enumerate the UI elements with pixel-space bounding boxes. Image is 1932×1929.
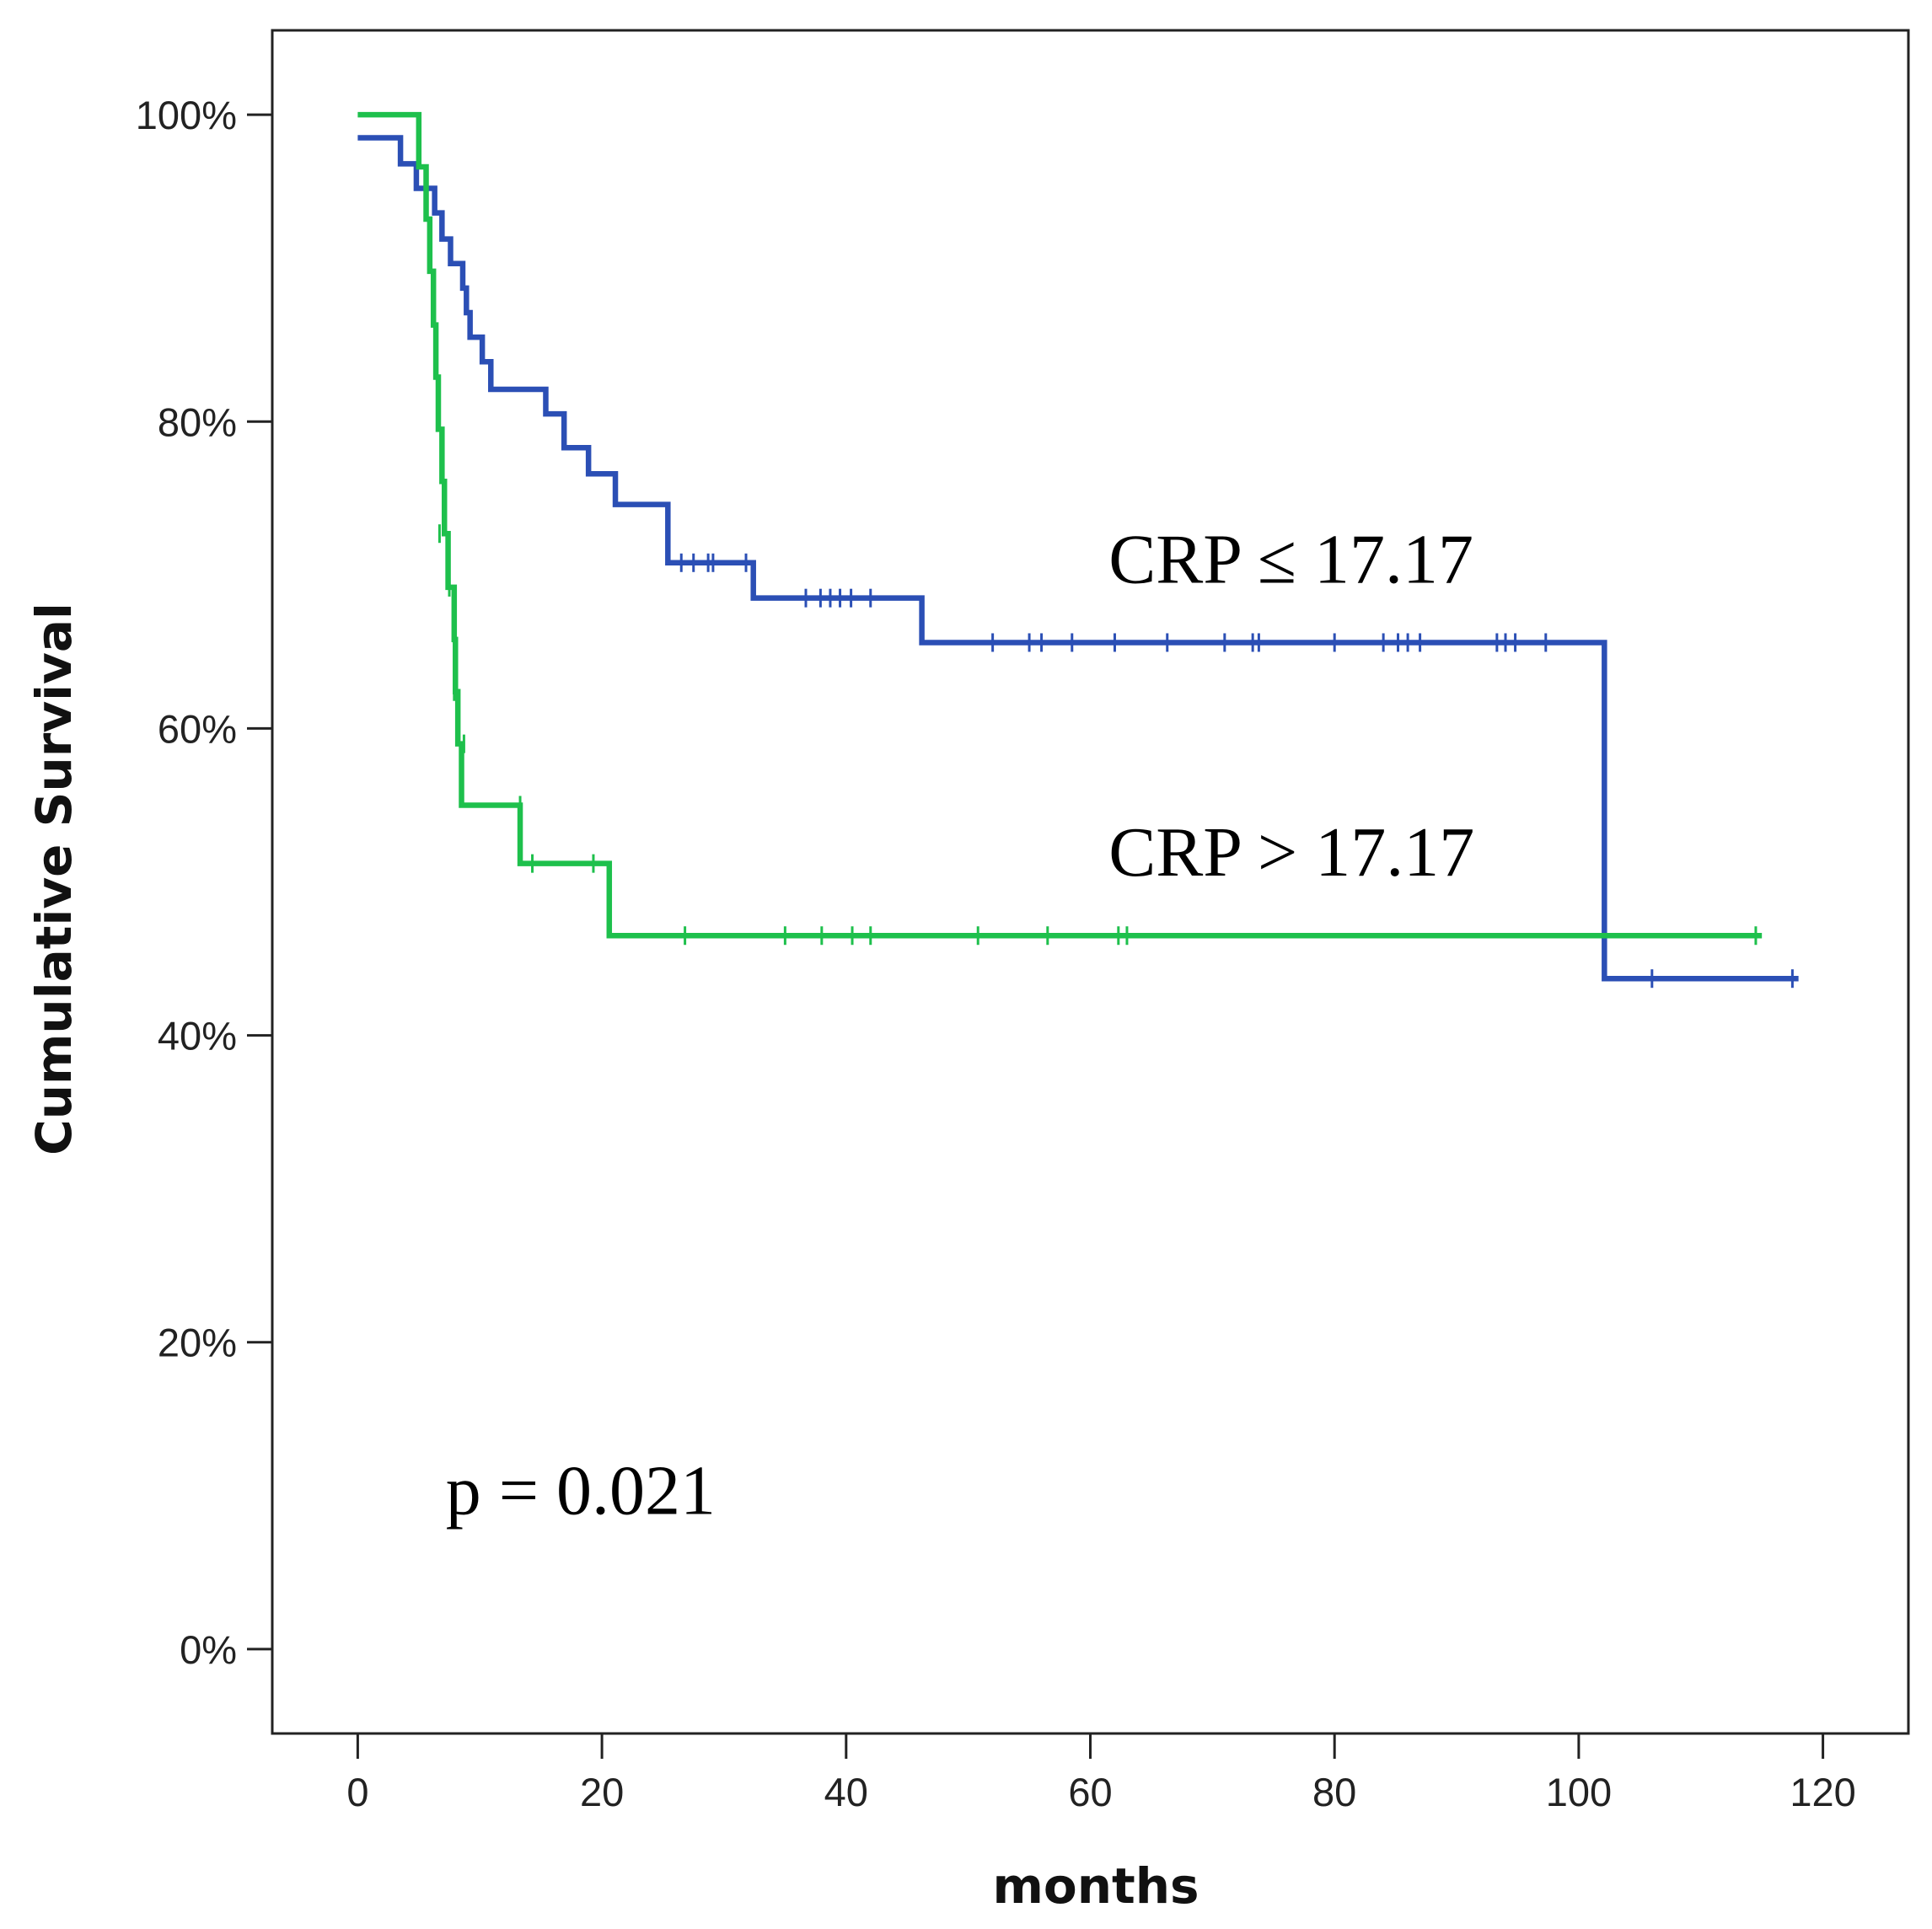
series-label-annotation: CRP > 17.17 xyxy=(1108,813,1474,892)
x-tick-label: 60 xyxy=(1068,1770,1112,1814)
axes-layer: 0% 20% 40% 60% 80% 100% 0 20 40 60 80 100 120 xyxy=(136,93,1856,1814)
y-tick-label: 20% xyxy=(158,1321,237,1365)
annotation-layer: CRP ≤ 17.17 CRP > 17.17 p = 0.021 xyxy=(446,520,1475,1530)
x-tick-label: 0 xyxy=(346,1770,368,1814)
series-1-group xyxy=(357,111,1763,946)
x-axis-title: months xyxy=(992,1857,1199,1915)
survival-curve-series-1 xyxy=(357,111,1763,939)
y-tick-label: 0% xyxy=(180,1627,237,1672)
y-tick-label: 40% xyxy=(158,1014,237,1058)
p-value-annotation: p = 0.021 xyxy=(446,1452,716,1530)
x-tick-label: 100 xyxy=(1546,1770,1612,1814)
x-tick-label: 80 xyxy=(1312,1770,1356,1814)
survival-curve-series-0 xyxy=(357,135,1799,982)
y-tick-label: 80% xyxy=(158,399,237,444)
series-label-annotation: CRP ≤ 17.17 xyxy=(1108,520,1473,598)
y-axis-title: Cumulative Survival xyxy=(25,603,83,1155)
series-0-group xyxy=(357,135,1799,989)
x-tick-label: 120 xyxy=(1790,1770,1855,1814)
x-tick-label: 20 xyxy=(580,1770,624,1814)
y-tick-label: 60% xyxy=(158,706,237,751)
y-tick-label: 100% xyxy=(136,93,237,137)
series-layer xyxy=(357,111,1799,989)
x-tick-label: 40 xyxy=(824,1770,868,1814)
